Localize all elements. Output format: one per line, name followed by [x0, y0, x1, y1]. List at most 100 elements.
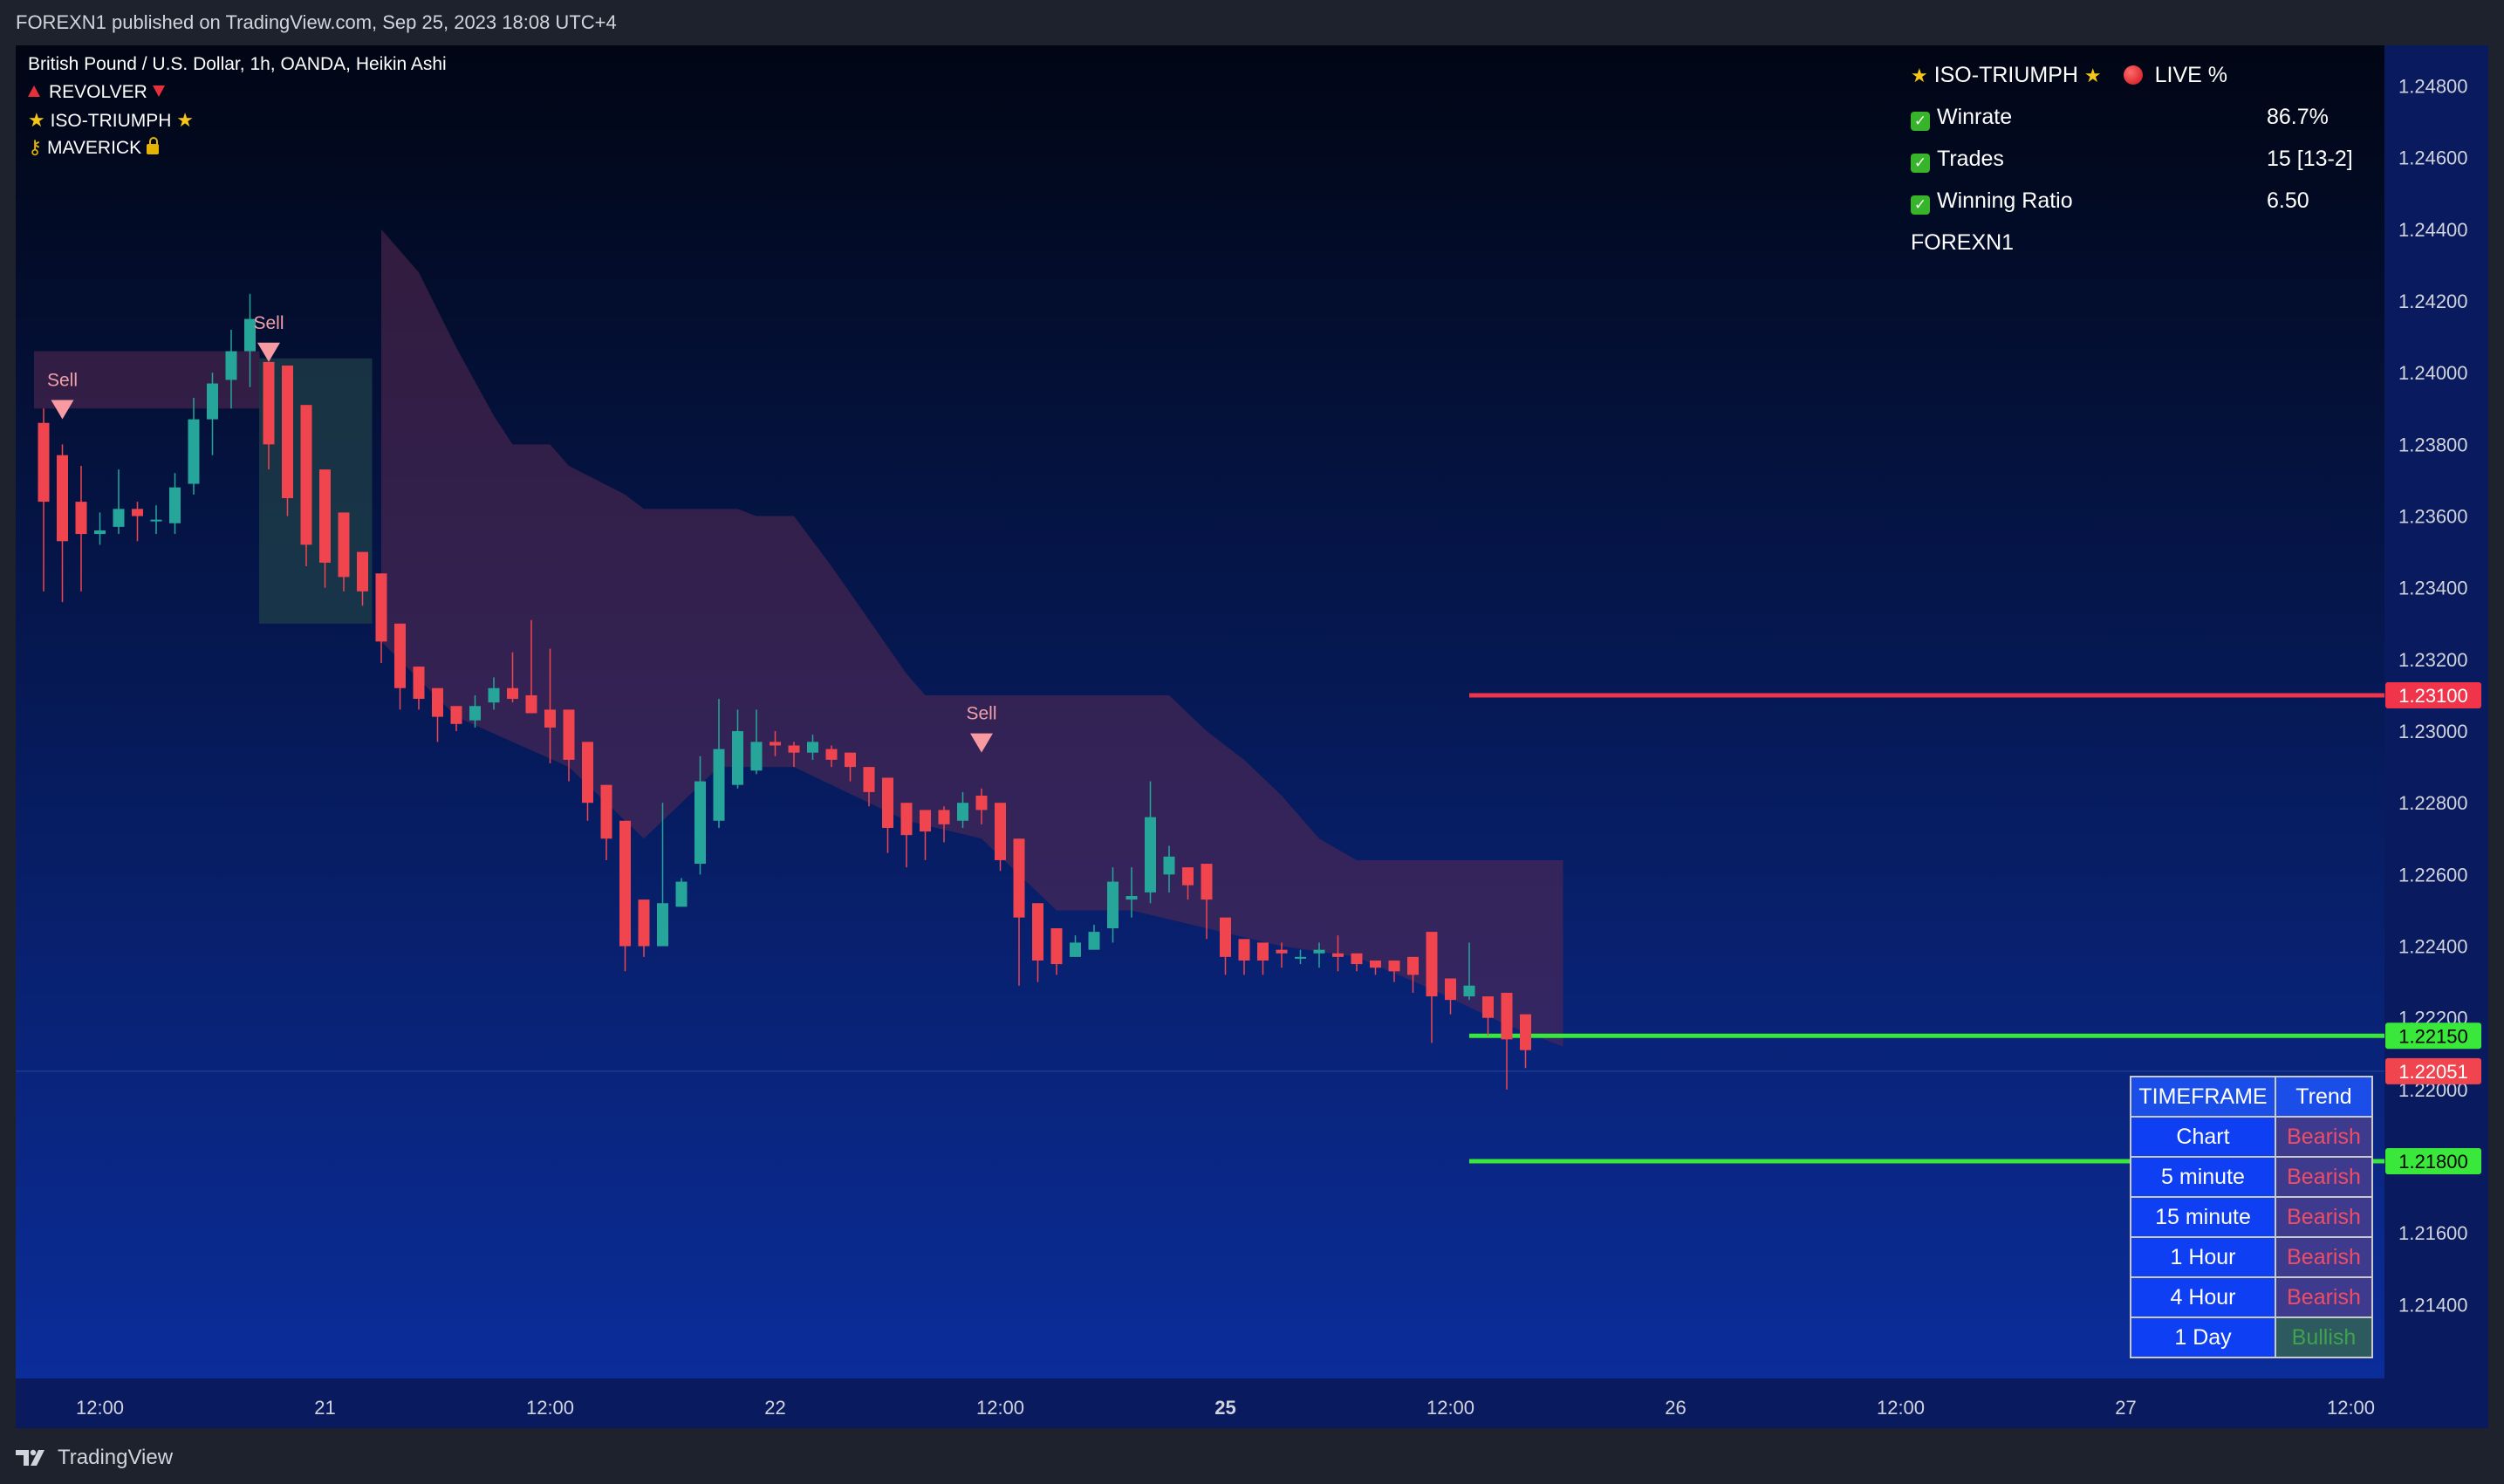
candle — [1276, 949, 1288, 954]
stats-title: ISO-TRIUMPH — [1933, 63, 2078, 87]
timeframe-cell: Chart — [2130, 1116, 2276, 1158]
candle — [770, 742, 781, 746]
stats-value-winning-ratio: 6.50 — [2267, 188, 2309, 213]
candle — [150, 519, 162, 522]
candle — [1482, 996, 1494, 1018]
x-axis-tick-label: 12:00 — [76, 1397, 124, 1419]
candle — [94, 530, 106, 535]
star-icon: ★ — [1911, 65, 1928, 86]
candle — [1351, 953, 1363, 965]
trend-table-row: 5 minute Bearish — [2130, 1156, 2373, 1198]
y-axis-tick-label: 1.23800 — [2398, 434, 2468, 455]
candle — [132, 509, 143, 516]
legend-revolver: REVOLVER — [28, 82, 165, 103]
candle — [1426, 932, 1438, 997]
candle — [619, 820, 631, 947]
candle — [375, 573, 387, 642]
candle — [413, 667, 425, 700]
candle — [1501, 992, 1513, 1040]
trend-table-header: TIMEFRAME Trend — [2130, 1076, 2373, 1118]
candle — [957, 803, 968, 821]
trend-table-header-timeframe: TIMEFRAME — [2130, 1076, 2276, 1118]
candle — [675, 881, 688, 907]
legend-iso-triumph: ★ ISO-TRIUMPH ★ — [28, 109, 194, 132]
trend-table-header-trend: Trend — [2275, 1076, 2373, 1118]
candle — [807, 742, 818, 753]
trend-table: TIMEFRAME Trend Chart Bearish 5 minute B… — [2130, 1076, 2373, 1358]
candle — [1088, 932, 1100, 950]
y-axis-tick-label: 1.24000 — [2398, 362, 2468, 384]
signal-zone — [34, 351, 260, 409]
star-icon: ★ — [28, 109, 45, 131]
support-price-tag-box — [2385, 1148, 2481, 1175]
candle — [1332, 953, 1344, 957]
y-axis-tick-label: 1.24600 — [2398, 147, 2468, 169]
x-axis-tick-label: 12:00 — [2327, 1397, 2375, 1419]
candle — [788, 745, 800, 753]
candle — [1070, 942, 1081, 957]
stats-label: Winrate — [1937, 105, 2013, 129]
candle — [845, 752, 856, 768]
y-axis-tick-label: 1.22400 — [2398, 936, 2468, 958]
candle — [995, 803, 1006, 860]
price-chart[interactable]: Sell Sell Sell 1.24800 1.24600 1.24400 1.24200… — [16, 45, 2488, 1428]
lock-icon — [147, 137, 160, 154]
candle — [488, 687, 500, 703]
candle — [732, 731, 743, 785]
candle — [975, 795, 988, 810]
trend-table-row: Chart Bearish — [2130, 1116, 2373, 1158]
candle — [1313, 949, 1325, 954]
live-dot-icon — [2123, 65, 2143, 85]
timeframe-cell: 1 Day — [2130, 1316, 2276, 1358]
publish-text: FOREXN1 published on TradingView.com, Se… — [16, 11, 617, 33]
x-axis-tick-label: 12:00 — [1426, 1397, 1474, 1419]
candle — [1107, 881, 1119, 928]
star-icon: ★ — [176, 109, 194, 131]
candle — [263, 361, 275, 445]
candle — [525, 694, 537, 714]
timeframe-cell: 4 Hour — [2130, 1276, 2276, 1318]
candle — [544, 709, 556, 728]
y-axis-tick-label: 1.23200 — [2398, 649, 2468, 671]
candle — [169, 487, 181, 523]
candle — [75, 502, 87, 535]
trend-cell: Bearish — [2275, 1156, 2373, 1198]
candle — [600, 784, 612, 839]
candle — [1445, 978, 1456, 1001]
legend-maverick-label: MAVERICK — [46, 138, 142, 158]
resistance-price-tag-label: 1.23100 — [2398, 685, 2468, 707]
signal-zone — [259, 358, 373, 624]
checkmark-icon: ✓ — [1911, 112, 1930, 131]
plot-area — [16, 45, 2384, 1378]
legend-revolver-label: REVOLVER — [49, 82, 147, 102]
stats-value-trades: 15 [13-2] — [2267, 147, 2353, 171]
x-axis-tick-label: 22 — [764, 1397, 785, 1419]
candle — [563, 709, 575, 760]
candle — [920, 810, 931, 832]
support-price-tag-label: 1.21800 — [2398, 1151, 2468, 1173]
sell-signal-label: Sell — [966, 704, 996, 724]
tradingview-logo[interactable]: TradingView — [16, 1445, 173, 1471]
candle — [750, 742, 763, 771]
resistance-price-tag-box — [2385, 681, 2481, 708]
footer-bar — [0, 1431, 2504, 1484]
candle — [1050, 928, 1063, 965]
checkmark-icon: ✓ — [1911, 154, 1930, 173]
candle — [1220, 917, 1231, 957]
stats-label: Winning Ratio — [1937, 188, 2073, 213]
candle — [1125, 896, 1138, 900]
candle — [825, 749, 838, 760]
x-axis-tick-label: 26 — [1665, 1397, 1686, 1419]
candle — [1145, 817, 1156, 892]
triangle-up-icon — [28, 85, 40, 97]
candle — [863, 767, 875, 792]
publish-header: FOREXN1 published on TradingView.com, Se… — [0, 0, 2504, 45]
candle — [319, 469, 331, 563]
trend-table-row: 4 Hour Bearish — [2130, 1276, 2373, 1318]
resistance-cloud — [381, 229, 1563, 1047]
candle — [582, 742, 593, 804]
candle — [713, 749, 725, 821]
timeframe-cell: 1 Hour — [2130, 1236, 2276, 1278]
y-axis-tick-label: 1.23000 — [2398, 721, 2468, 742]
candle — [1463, 985, 1475, 997]
